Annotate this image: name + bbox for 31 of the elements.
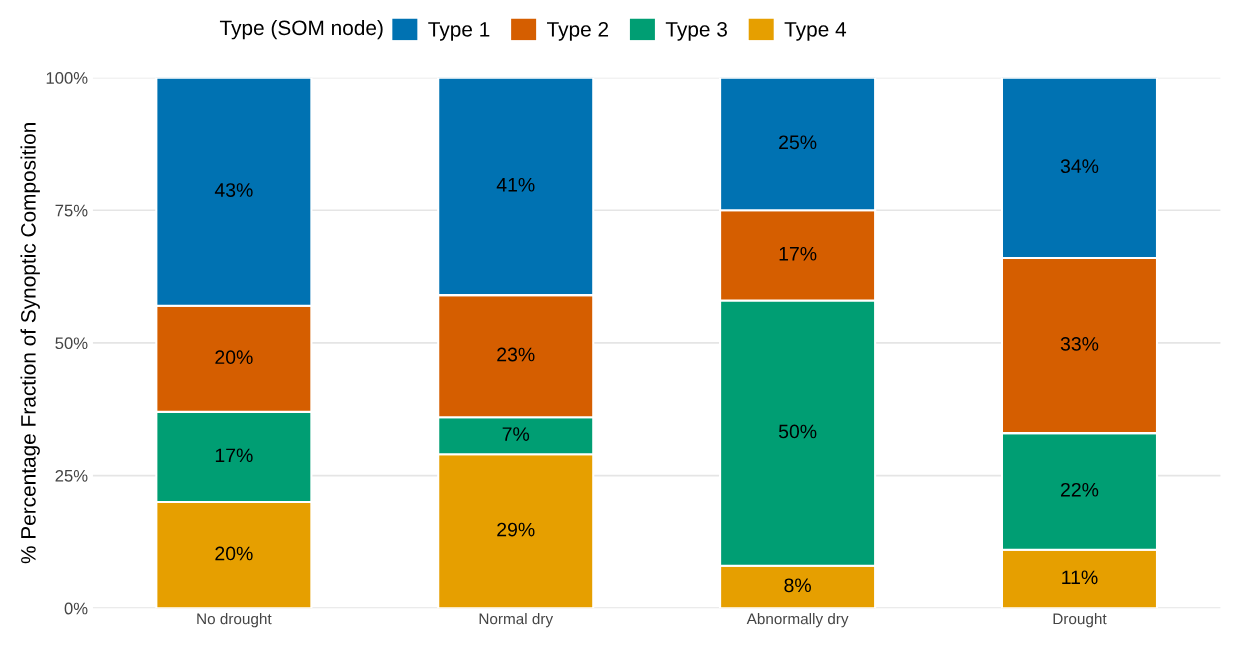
x-tick-label: No drought <box>197 613 272 628</box>
legend-title: Type (SOM node) <box>219 19 383 40</box>
data-label: 22% <box>1061 482 1099 497</box>
data-label: 25% <box>779 135 817 150</box>
data-label: 20% <box>215 350 253 365</box>
data-label: 17% <box>779 246 817 261</box>
legend-label: Type 4 <box>784 22 847 41</box>
y-tick-label: 100% <box>46 72 88 84</box>
y-axis-title: % Percentage Fraction of Synoptic Composition <box>20 123 40 564</box>
y-tick-label: 75% <box>55 204 88 217</box>
data-label: 8% <box>784 578 811 593</box>
data-label: 7% <box>502 427 530 441</box>
y-tick-label: 0% <box>64 602 88 615</box>
data-label: 43% <box>214 183 253 197</box>
legend-label: Type 1 <box>428 22 490 41</box>
x-tick-label: Abnormally dry <box>746 613 849 628</box>
data-label: 23% <box>497 347 535 362</box>
data-label: 50% <box>778 424 817 439</box>
data-label: 34% <box>1060 159 1099 174</box>
data-label: 29% <box>497 522 535 537</box>
legend-label: Type 3 <box>665 21 727 41</box>
data-label: 17% <box>215 448 253 463</box>
x-tick-label: Drought <box>1053 613 1107 628</box>
data-label: 41% <box>496 177 535 192</box>
legend-label: Type 2 <box>547 21 609 41</box>
data-label: 11% <box>1062 570 1098 585</box>
data-label: 20% <box>215 546 253 561</box>
x-tick-label: Normal dry <box>479 613 554 628</box>
y-tick-label: 25% <box>55 469 88 482</box>
y-tick-label: 50% <box>55 337 88 350</box>
data-label: 33% <box>1060 337 1099 351</box>
